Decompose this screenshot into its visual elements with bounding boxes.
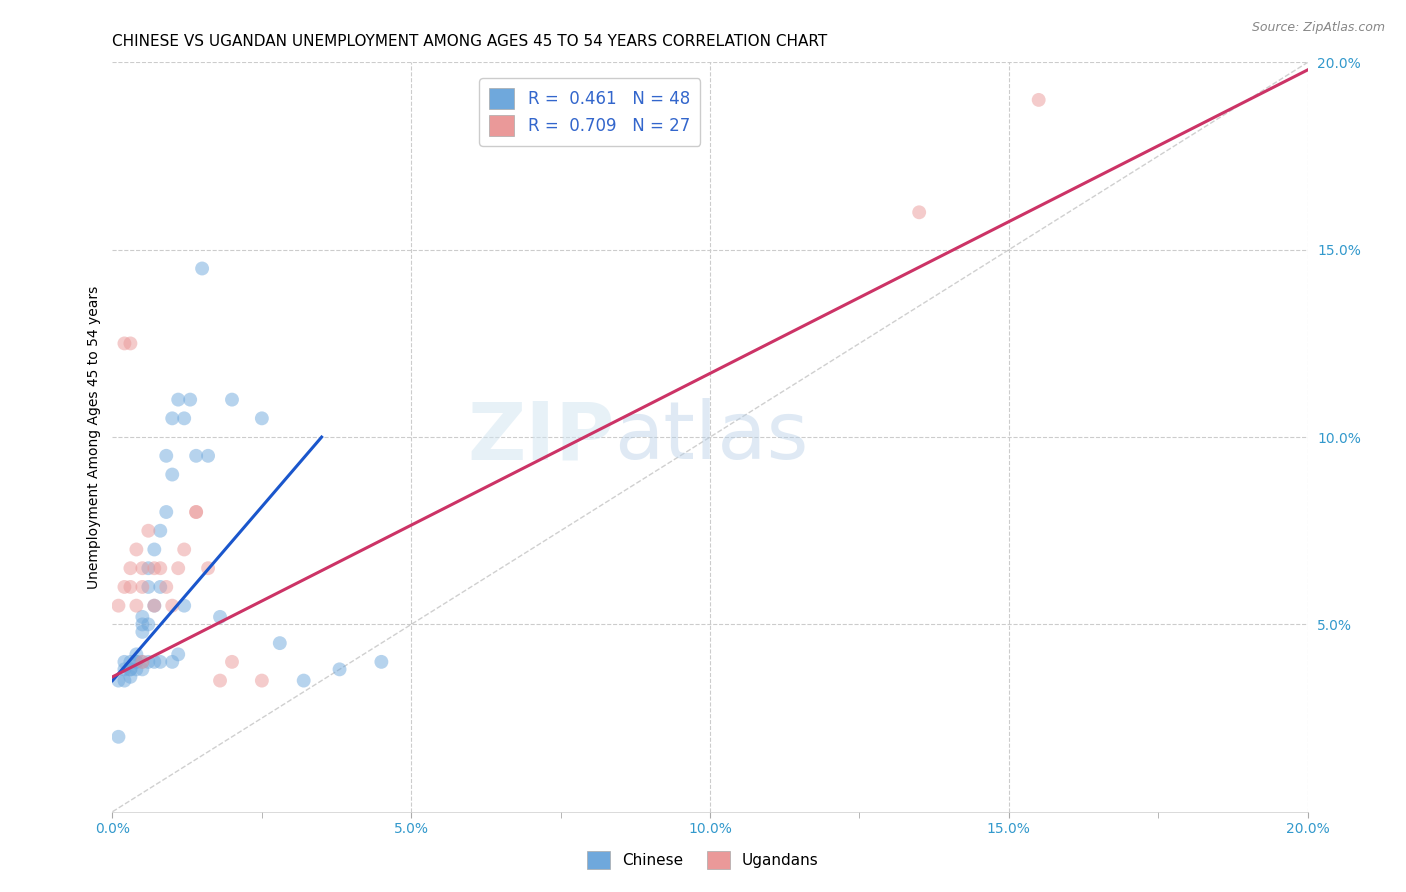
Point <box>125 655 148 669</box>
Point <box>143 599 166 613</box>
Point <box>162 411 183 425</box>
Point <box>114 662 135 676</box>
Point <box>131 662 153 676</box>
Text: CHINESE VS UGANDAN UNEMPLOYMENT AMONG AGES 45 TO 54 YEARS CORRELATION CHART: CHINESE VS UGANDAN UNEMPLOYMENT AMONG AG… <box>112 34 828 49</box>
Point <box>131 655 153 669</box>
Point <box>370 655 392 669</box>
Point <box>114 655 135 669</box>
Point <box>143 561 166 575</box>
Point <box>125 662 148 676</box>
Point <box>149 561 172 575</box>
Point <box>329 662 352 676</box>
Point <box>114 580 135 594</box>
Point <box>131 561 153 575</box>
Point <box>120 580 142 594</box>
Point <box>143 599 166 613</box>
Point <box>250 673 273 688</box>
Point <box>125 599 148 613</box>
Point <box>162 467 183 482</box>
Legend: R =  0.461   N = 48, R =  0.709   N = 27: R = 0.461 N = 48, R = 0.709 N = 27 <box>479 78 700 145</box>
Point <box>125 648 148 662</box>
Point <box>186 505 208 519</box>
Point <box>155 505 177 519</box>
Point <box>167 561 190 575</box>
Point <box>173 411 195 425</box>
Point <box>125 542 148 557</box>
Point <box>292 673 315 688</box>
Point <box>131 617 153 632</box>
Point <box>209 673 232 688</box>
Point <box>114 673 135 688</box>
Point <box>120 561 142 575</box>
Point <box>107 730 129 744</box>
Point <box>149 655 172 669</box>
Y-axis label: Unemployment Among Ages 45 to 54 years: Unemployment Among Ages 45 to 54 years <box>87 285 101 589</box>
Point <box>221 392 243 407</box>
Point <box>120 655 142 669</box>
Point <box>149 524 172 538</box>
Point <box>138 617 160 632</box>
Point <box>131 624 153 639</box>
Point <box>120 670 142 684</box>
Point <box>173 542 195 557</box>
Point <box>1028 93 1050 107</box>
Point <box>120 662 142 676</box>
Point <box>138 580 160 594</box>
Point <box>155 580 177 594</box>
Point <box>221 655 243 669</box>
Point <box>138 561 160 575</box>
Point <box>143 655 166 669</box>
Point <box>908 205 931 219</box>
Point <box>131 610 153 624</box>
Point <box>173 599 195 613</box>
Legend: Chinese, Ugandans: Chinese, Ugandans <box>581 845 825 875</box>
Point <box>114 336 135 351</box>
Point <box>107 673 129 688</box>
Point <box>120 336 142 351</box>
Point <box>250 411 273 425</box>
Point <box>186 449 208 463</box>
Point <box>155 449 177 463</box>
Point <box>167 648 190 662</box>
Point <box>125 655 148 669</box>
Text: Source: ZipAtlas.com: Source: ZipAtlas.com <box>1251 21 1385 35</box>
Point <box>131 580 153 594</box>
Point <box>162 655 183 669</box>
Point <box>143 542 166 557</box>
Text: atlas: atlas <box>614 398 808 476</box>
Point <box>131 655 153 669</box>
Point <box>149 580 172 594</box>
Point <box>186 505 208 519</box>
Point <box>269 636 291 650</box>
Point <box>179 392 201 407</box>
Point <box>162 599 183 613</box>
Point <box>138 524 160 538</box>
Text: ZIP: ZIP <box>467 398 614 476</box>
Point <box>197 561 219 575</box>
Point <box>197 449 219 463</box>
Point <box>209 610 232 624</box>
Point <box>167 392 190 407</box>
Point <box>191 261 214 276</box>
Point <box>120 662 142 676</box>
Point <box>138 655 160 669</box>
Point <box>107 599 129 613</box>
